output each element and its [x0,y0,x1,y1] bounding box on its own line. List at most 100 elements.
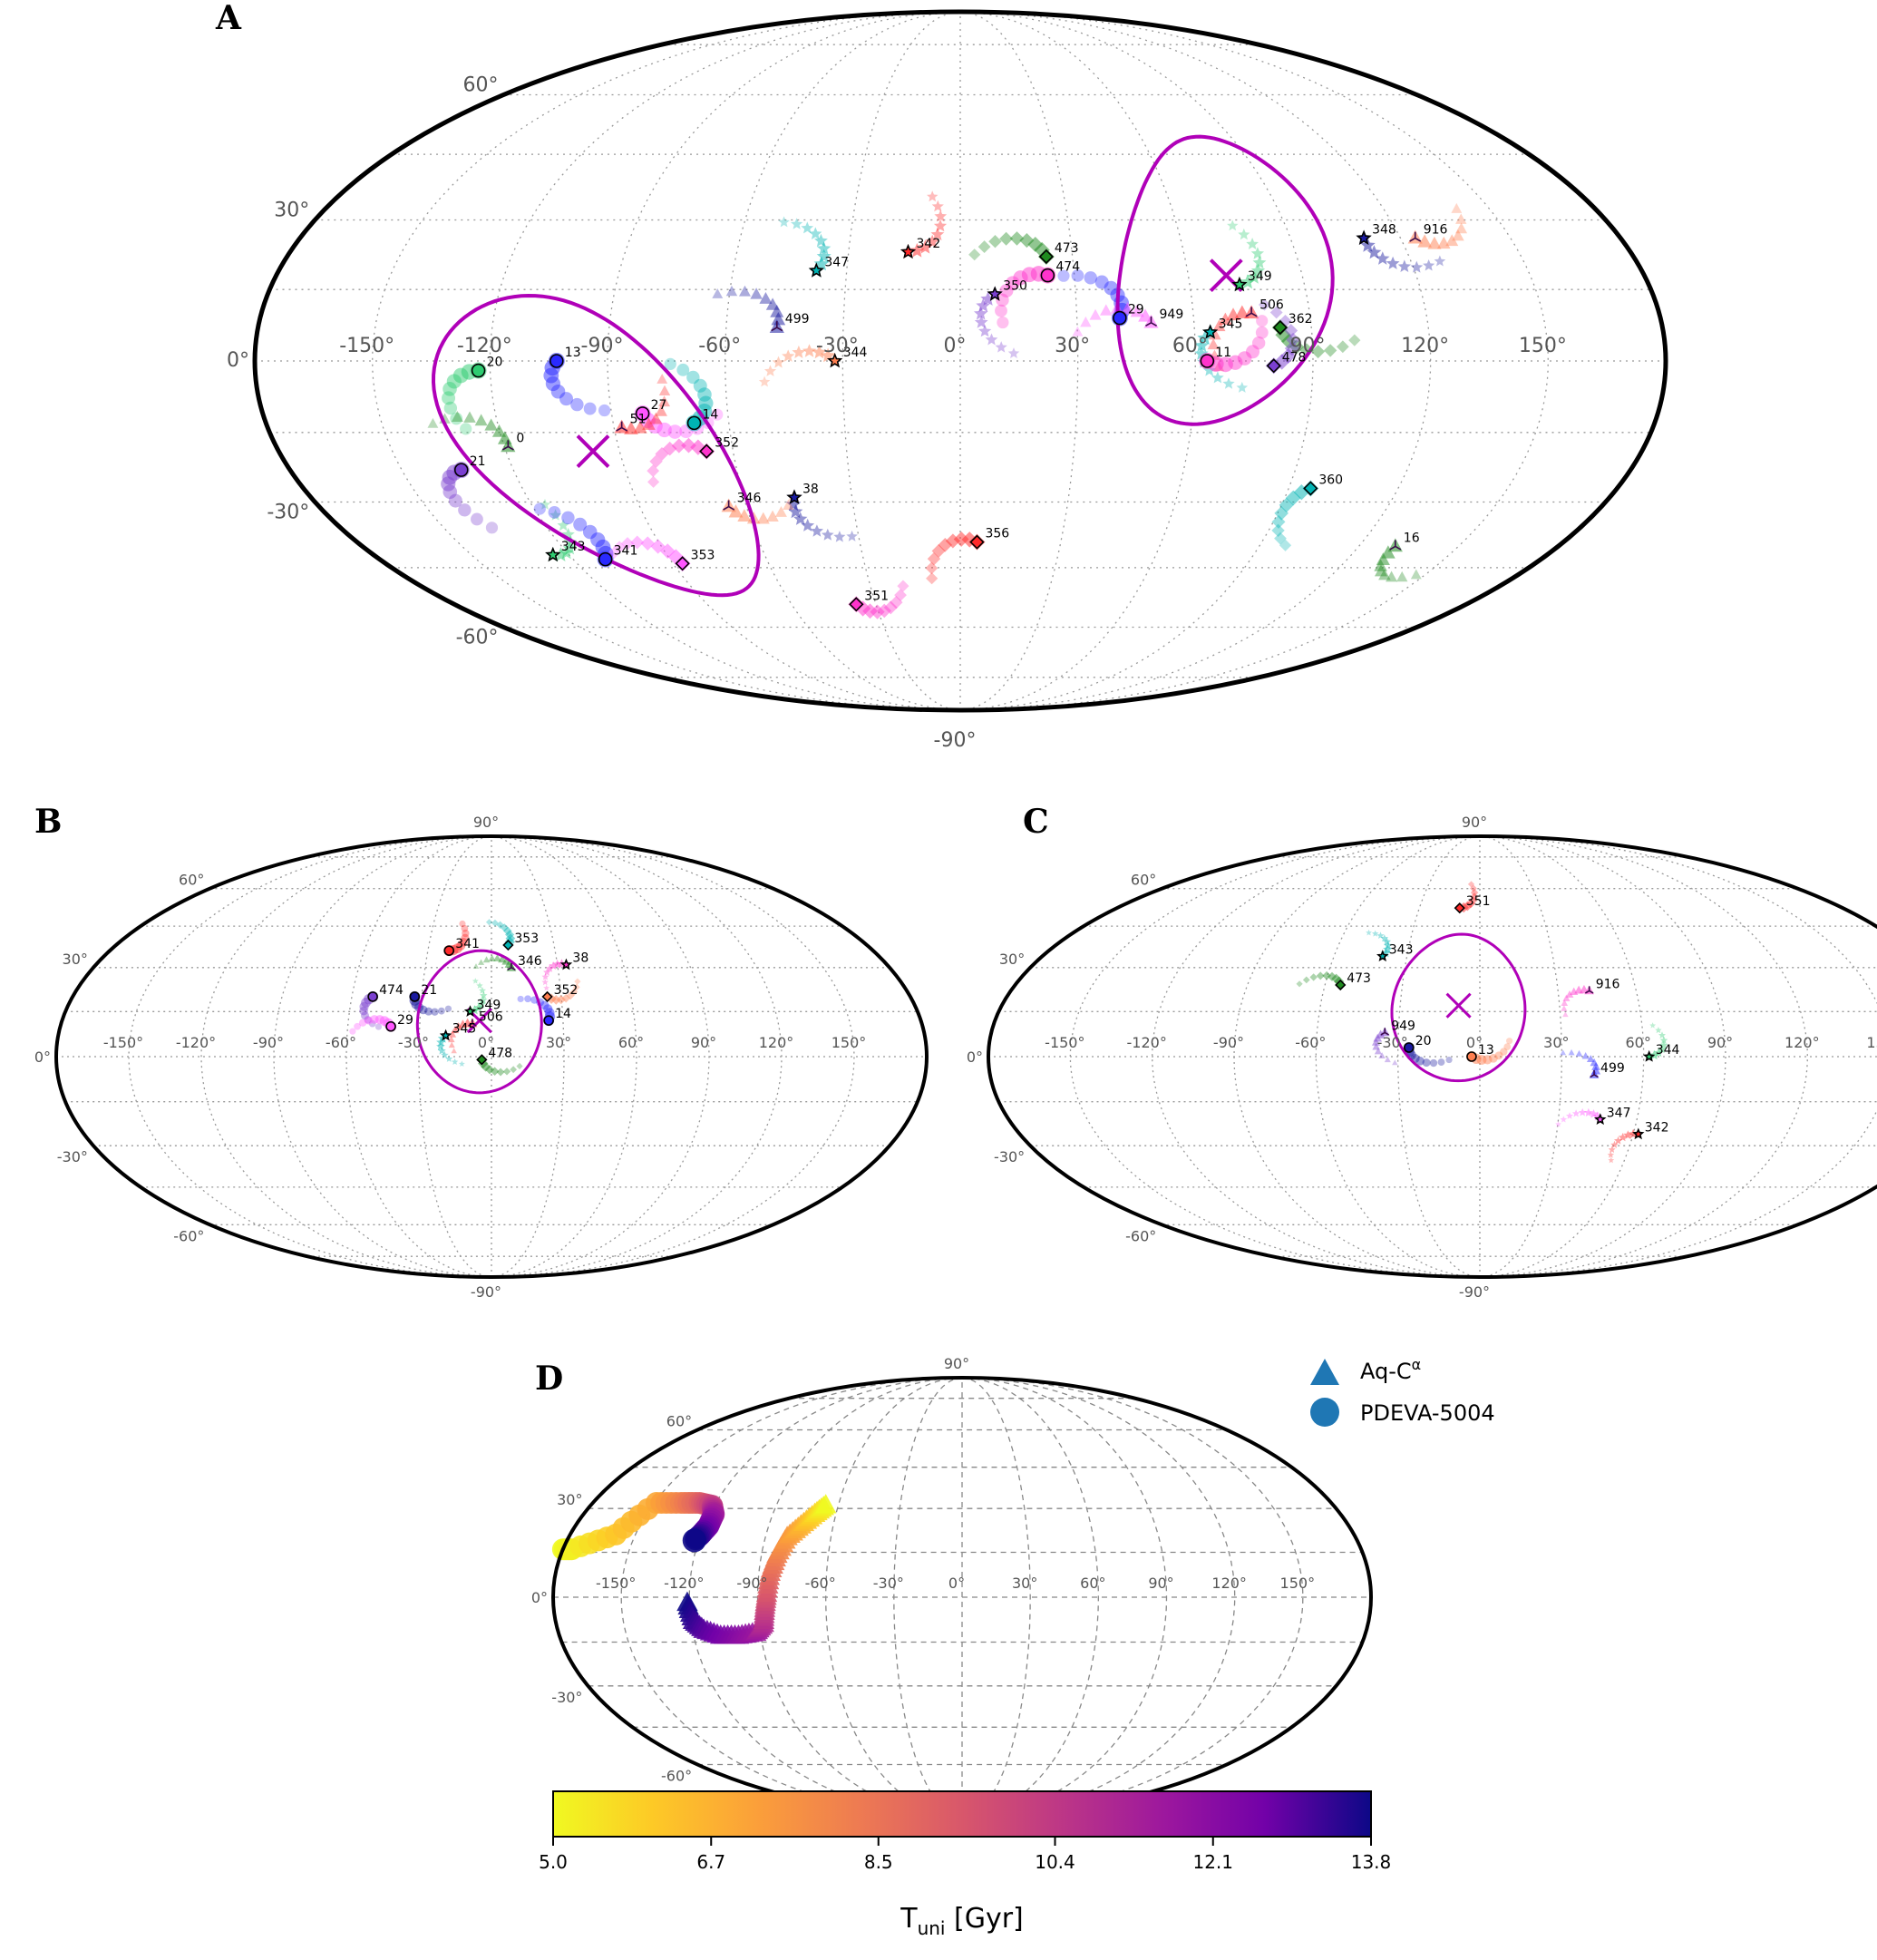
tick-labels-c: -150° -120° -90° -60° -30° 0° 30° 60° 90° 120° 150… [967,814,1877,1301]
marker-circle-icon [385,1020,396,1032]
tick-labels-b: -150° -120° -90° -60° -30° 0° 30° 60° 90° 120° 150… [34,814,866,1301]
marker-label: 51 [630,413,647,427]
track-point [728,504,744,518]
track-point [1273,354,1290,370]
marker-circle-icon [598,551,613,567]
track-point [809,227,822,239]
meridian-line [418,835,492,1278]
marker-star-icon [786,489,802,504]
meridian-line [607,11,961,711]
marker-diamond-icon [502,939,514,951]
y-tick-label: 0° [967,1048,983,1066]
track-point [442,391,456,405]
marker-star-icon [1356,229,1372,245]
track-point [1455,222,1468,234]
track-point [1374,564,1388,577]
x-tick-label: 60° [618,1034,644,1051]
track-point [482,956,491,963]
track-point [481,1061,491,1072]
track-point [1649,1022,1657,1029]
track-point [1607,1151,1615,1158]
track-point [1570,987,1579,996]
y-tick-label: 30° [999,951,1025,968]
track-point [974,315,988,328]
x-tick-label: -30° [873,1575,904,1592]
track-point [1376,931,1385,939]
track-point [1608,1146,1616,1153]
track-point [548,506,561,519]
track-point [510,1066,518,1074]
marker-label: 347 [1607,1106,1631,1120]
track-point [1623,1130,1633,1139]
y-tick-label: 60° [463,73,499,96]
track-point [533,502,546,515]
track-point [452,367,469,384]
track-point [583,402,597,415]
y-tick-label: -30° [267,502,309,524]
track-point [985,333,998,346]
marker-circle-icon [471,363,486,378]
marker-label: 38 [802,483,819,497]
track-point [1470,884,1477,892]
track-point [1299,343,1314,357]
marker-star-icon [545,546,561,562]
track-point [1284,323,1298,337]
track-point [656,374,668,384]
track-point [504,930,515,940]
legend: Aq-Cα PDEVA-5004 [1310,1356,1495,1427]
tick-labels-a: -150° -120° -90° -60° -30° 0° 30° 60° 90° 120° 150… [227,73,1567,752]
x-tick-label: -150° [596,1575,636,1592]
track-point [640,536,656,551]
track-point [543,1004,553,1014]
track-point [496,921,504,929]
map-background-c [988,836,1877,1277]
track-point [445,1055,453,1062]
track-point [1483,1055,1493,1065]
track-point [496,1068,505,1077]
track-point [424,1007,433,1016]
marker-label: 343 [561,540,586,554]
track-point [478,959,485,965]
track-point [918,239,933,254]
track-point [539,498,551,510]
track-point [608,547,620,560]
track-point [441,476,456,492]
track-point [976,297,991,312]
marker-label: 345 [452,1022,477,1037]
track-point [1255,326,1269,339]
track-point [1571,1109,1580,1117]
meridian-line [1479,835,1645,1278]
track-point [1410,260,1424,273]
colorbar-tick-label: 13.8 [1351,1851,1392,1873]
track-point [927,551,941,566]
track-point [712,288,724,298]
track-point [1396,570,1408,582]
pole-label: 90° [473,814,499,831]
marker-label: 473 [1055,241,1079,256]
y-tick-label: -30° [994,1148,1025,1165]
track-point [1392,1059,1398,1066]
track-point [1323,344,1337,357]
x-tick-label: 90° [691,1034,716,1051]
marker-circle-icon [1403,1042,1415,1053]
x-tick-label: 150° [1519,335,1567,357]
track-point [550,384,566,399]
track-point [480,991,488,1000]
track-point [1581,1052,1590,1059]
track-point [1226,307,1240,321]
track-point [1590,1058,1599,1067]
track-point [451,1058,459,1065]
track-point [459,1060,465,1067]
track-point [1057,269,1070,282]
track-point [1072,326,1084,336]
track-point [1237,351,1252,366]
track-point [774,505,787,517]
marker-tri-icon [1245,307,1258,317]
track-point [1578,1107,1587,1117]
x-tick-label: 30° [546,1034,571,1051]
track-point [1494,1051,1503,1060]
track-point [562,541,577,555]
track-point [1381,545,1396,559]
track-point [1561,1000,1569,1006]
track-point [1366,245,1382,259]
